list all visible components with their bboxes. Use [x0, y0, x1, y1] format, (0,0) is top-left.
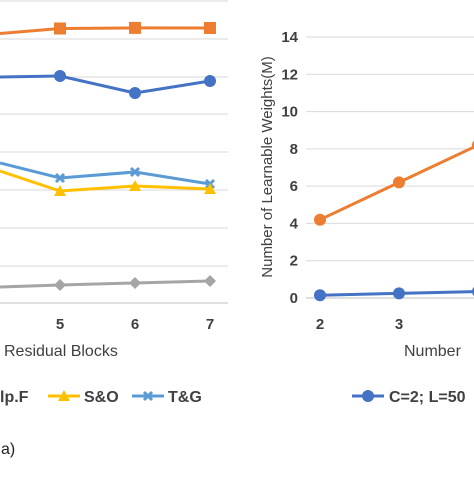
left-chart: 5 6 7 Residual Blocks — [0, 0, 228, 360]
right-y-tick-label: 14 — [281, 29, 298, 46]
legend-label-so: S&O — [84, 389, 119, 406]
legend-label-tg: T&G — [168, 389, 202, 406]
right-y-tick-label: 6 — [290, 178, 298, 195]
left-data-point — [129, 87, 141, 99]
left-data-point — [54, 22, 66, 35]
left-data-point — [54, 172, 66, 184]
right-x-tick-label: 3 — [395, 316, 403, 333]
legend-marker-c2 — [362, 390, 374, 402]
legend-label-partial: lp.F — [0, 389, 29, 406]
left-data-point — [129, 21, 141, 34]
left-series-line — [0, 26, 211, 35]
legend-label-c2: C=2; L=50 — [389, 389, 466, 406]
right-data-point — [393, 287, 405, 300]
left-x-tick-label: 5 — [56, 316, 64, 333]
legends: lp.F S&O T&G C=2; L=50 — [0, 389, 466, 406]
left-data-point — [204, 75, 216, 87]
right-y-tick-label: 8 — [290, 141, 298, 158]
right-y-tick-label: 0 — [290, 290, 298, 307]
left-series-line — [0, 279, 211, 289]
right-y-tick-label: 2 — [290, 253, 298, 270]
right-y-tick-label: 10 — [281, 104, 298, 121]
left-x-tick-label: 6 — [131, 316, 139, 333]
left-series-line — [0, 161, 211, 186]
left-series-line — [0, 74, 211, 95]
left-data-point — [204, 183, 216, 194]
right-data-point — [314, 289, 326, 302]
left-data-point — [129, 166, 141, 178]
left-series-line — [0, 169, 211, 193]
left-data-point — [204, 275, 216, 287]
right-data-point — [314, 213, 326, 226]
right-data-point — [393, 176, 405, 189]
right-y-axis-label: Number of Learnable Weights(M) — [259, 56, 276, 277]
left-data-point — [54, 185, 66, 196]
right-y-tick-label: 4 — [290, 215, 299, 232]
left-data-point — [204, 22, 216, 34]
legend-marker-tg — [142, 390, 154, 402]
right-x-axis-label: Number — [404, 343, 462, 360]
left-data-point — [54, 70, 66, 82]
left-data-point — [54, 279, 66, 291]
right-x-tick-label: 2 — [316, 316, 324, 333]
legend-marker-so — [58, 390, 70, 401]
left-x-tick-label: 7 — [206, 316, 214, 333]
left-data-point — [129, 277, 141, 289]
figure-caption: a) — [1, 441, 16, 458]
right-y-tick-label: 12 — [281, 66, 298, 83]
left-x-axis-label: Residual Blocks — [4, 343, 118, 360]
left-data-point — [129, 180, 141, 191]
